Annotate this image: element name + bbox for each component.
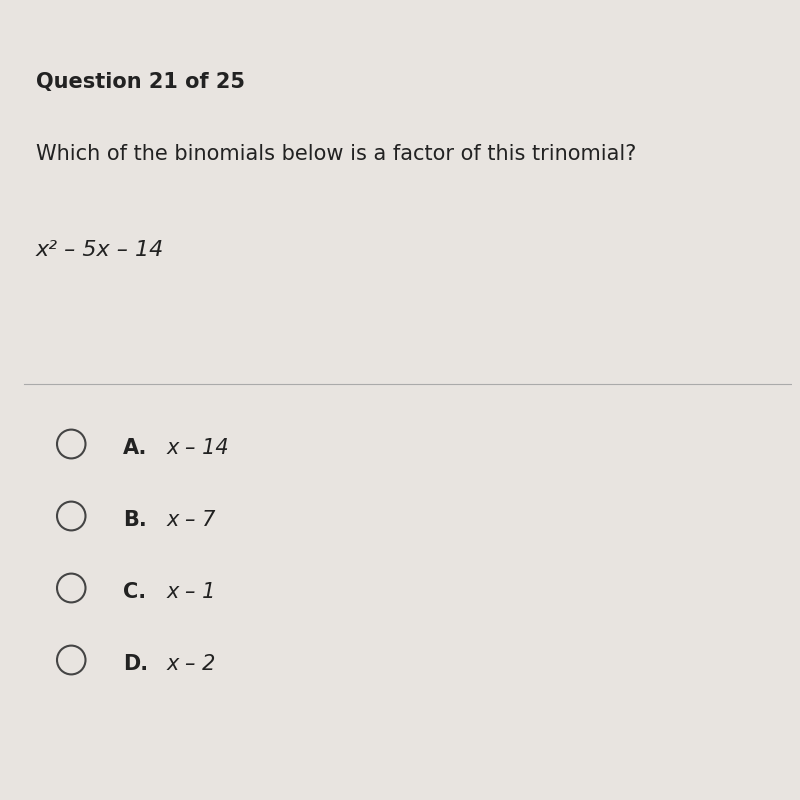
Text: B.: B. (122, 510, 146, 530)
Text: x – 1: x – 1 (166, 582, 216, 602)
Text: C.: C. (122, 582, 146, 602)
Text: x – 2: x – 2 (166, 654, 216, 674)
Text: A.: A. (122, 438, 147, 458)
Text: D.: D. (122, 654, 148, 674)
Text: x – 7: x – 7 (166, 510, 216, 530)
Text: Which of the binomials below is a factor of this trinomial?: Which of the binomials below is a factor… (36, 144, 636, 164)
Text: Question 21 of 25: Question 21 of 25 (36, 72, 245, 92)
Text: x – 14: x – 14 (166, 438, 229, 458)
Text: x² – 5x – 14: x² – 5x – 14 (36, 240, 164, 260)
